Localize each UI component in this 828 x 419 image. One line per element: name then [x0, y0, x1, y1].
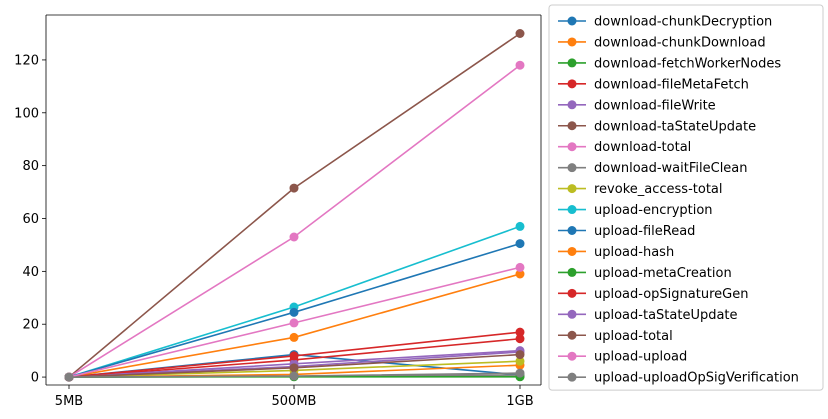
legend-item: download-fetchWorkerNodes — [558, 56, 781, 71]
legend-label: upload-hash — [594, 245, 674, 260]
legend-item: revoke_access-total — [558, 182, 723, 197]
legend-label: download-chunkDecryption — [594, 15, 772, 30]
data-point — [289, 363, 299, 373]
legend-item: download-fileWrite — [558, 98, 716, 113]
legend-swatch-marker — [567, 184, 577, 194]
legend-label: download-waitFileClean — [594, 161, 748, 176]
legend-swatch-marker — [567, 351, 577, 361]
legend-item: upload-opSignatureGen — [558, 287, 748, 302]
data-point — [289, 307, 299, 317]
legend-label: download-fileMetaFetch — [594, 77, 749, 92]
legend-swatch-marker — [567, 100, 577, 110]
legend-swatch-marker — [567, 37, 577, 47]
legend-item: upload-fileRead — [558, 224, 695, 239]
legend-item: download-chunkDecryption — [558, 15, 772, 30]
legend-label: download-fileWrite — [594, 98, 716, 113]
plot-area: 0 20 40 60 80 100 120 5MB 500MB 1GB — [14, 14, 542, 409]
legend-swatch-marker — [567, 16, 577, 26]
legend-label: upload-metaCreation — [594, 266, 732, 281]
legend-item: download-taStateUpdate — [558, 119, 756, 134]
data-point — [515, 221, 525, 231]
legend-label: download-total — [594, 140, 691, 155]
data-point — [515, 334, 525, 344]
data-point — [515, 350, 525, 360]
legend-swatch-marker — [567, 79, 577, 89]
data-point — [515, 239, 525, 249]
legend-label: upload-taStateUpdate — [594, 308, 738, 323]
legend-label: download-chunkDownload — [594, 35, 766, 50]
legend-swatch-marker — [567, 267, 577, 277]
legend-label: upload-total — [594, 329, 673, 344]
x-tick-label: 5MB — [55, 394, 83, 409]
legend-swatch-marker — [567, 288, 577, 298]
y-tick-label: 20 — [22, 318, 39, 333]
legend-swatch-marker — [567, 142, 577, 152]
legend-swatch-marker — [567, 372, 577, 382]
legend-label: upload-opSignatureGen — [594, 287, 748, 302]
x-tick-label: 1GB — [506, 394, 533, 409]
legend-swatch-marker — [567, 309, 577, 319]
legend-item: upload-metaCreation — [558, 266, 732, 281]
y-tick-label: 80 — [22, 159, 39, 174]
legend-swatch-marker — [567, 330, 577, 340]
legend-swatch-marker — [567, 121, 577, 131]
legend-swatch-marker — [567, 226, 577, 235]
legend-item: upload-total — [558, 329, 673, 344]
y-tick-label: 120 — [14, 53, 39, 68]
data-point — [515, 368, 525, 378]
legend-item: upload-hash — [558, 245, 674, 260]
legend-swatch-marker — [567, 58, 577, 68]
legend-item: download-total — [558, 140, 691, 155]
data-point — [289, 351, 299, 361]
data-point — [289, 232, 299, 242]
legend-item: download-chunkDownload — [558, 35, 766, 50]
legend-label: upload-encryption — [594, 203, 713, 218]
data-point — [289, 318, 299, 328]
data-point — [515, 269, 525, 279]
data-point — [515, 29, 525, 38]
legend-box — [548, 4, 824, 391]
legend-label: download-fetchWorkerNodes — [594, 56, 781, 71]
legend-swatch-marker — [567, 246, 577, 256]
x-tick-label: 500MB — [272, 394, 317, 409]
legend-label: download-taStateUpdate — [594, 119, 756, 134]
data-point — [289, 332, 299, 342]
data-point — [515, 60, 525, 70]
legend-label: revoke_access-total — [594, 182, 723, 197]
data-point — [64, 372, 74, 382]
data-point — [515, 356, 525, 366]
data-point — [289, 183, 299, 193]
legend-item: download-waitFileClean — [558, 161, 748, 176]
y-tick-label: 0 — [31, 371, 39, 386]
series-upload-uploadOpSigVerification — [64, 368, 525, 382]
legend-label: upload-upload — [594, 350, 687, 365]
legend-swatch-marker — [567, 205, 577, 215]
data-point — [515, 327, 525, 337]
legend-label: upload-uploadOpSigVerification — [594, 371, 799, 386]
legend-label: upload-fileRead — [594, 224, 695, 239]
y-tick-label: 100 — [14, 106, 39, 121]
legend-item: upload-uploadOpSigVerification — [558, 371, 799, 386]
legend-swatch-marker — [567, 163, 577, 173]
data-point — [289, 371, 299, 381]
legend: download-chunkDecryption download-chunkDo… — [548, 4, 824, 391]
legend-item: upload-taStateUpdate — [558, 308, 738, 323]
data-point — [515, 262, 525, 272]
legend-item: upload-encryption — [558, 203, 713, 218]
y-tick-label: 60 — [22, 212, 39, 227]
legend-item: upload-upload — [558, 350, 687, 365]
legend-item: download-fileMetaFetch — [558, 77, 749, 92]
y-tick-label: 40 — [22, 265, 39, 280]
